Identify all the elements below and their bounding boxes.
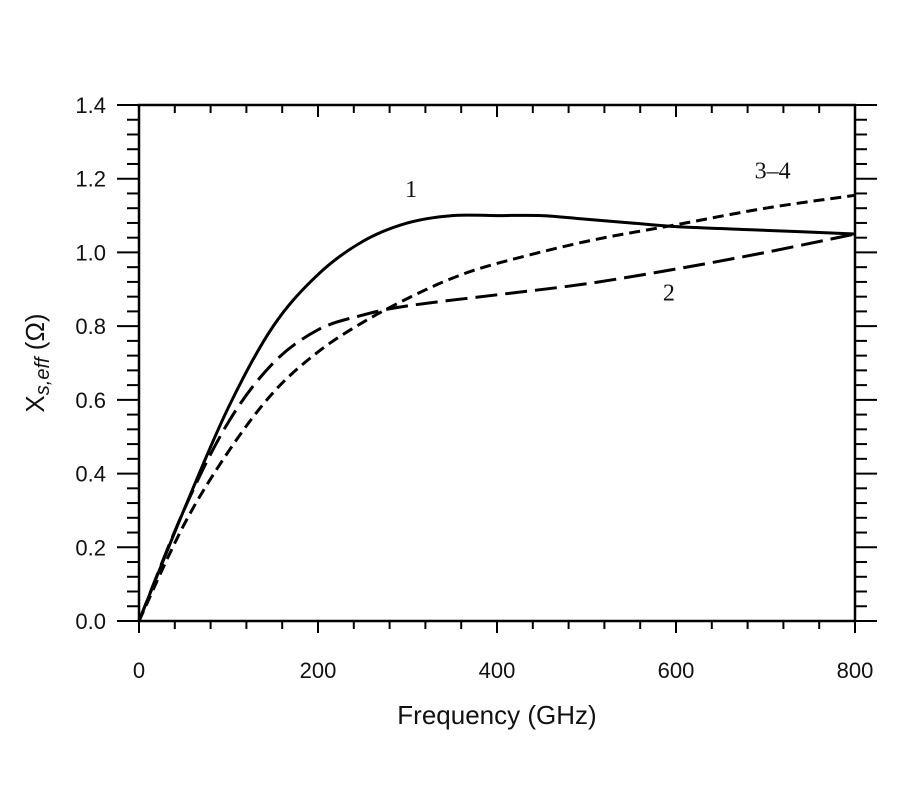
series-group: 1 2 3–4 (137, 159, 856, 622)
y-axis-label: Xs,eff (Ω) (20, 313, 54, 412)
y-tick-label: 1.2 (75, 167, 106, 192)
series-label-2: 2 (663, 280, 675, 306)
y-tick-label: 0.8 (75, 314, 106, 339)
x-axis-label: Frequency (GHz) (397, 700, 596, 730)
x-tick-label: 200 (300, 658, 337, 683)
x-tick-label: 0 (133, 658, 145, 683)
y-tick-label: 0.4 (75, 462, 106, 487)
y-axis-label-sub: s,eff (32, 355, 54, 395)
y-axis-label-main: X (20, 395, 50, 412)
series-label-1: 1 (405, 177, 417, 203)
x-tick-label: 600 (658, 658, 695, 683)
series-line-1 (137, 213, 856, 622)
x-tick-label: 800 (837, 658, 874, 683)
y-tick-label: 1.4 (75, 93, 106, 118)
y-axis-label-unit: (Ω) (20, 313, 50, 357)
y-tick-label: 0.6 (75, 388, 106, 413)
axes (137, 103, 857, 623)
series-line-2 (137, 232, 856, 622)
series-line-3 (137, 193, 856, 622)
x-tick-label: 400 (479, 658, 516, 683)
y-tick-label: 1.0 (75, 240, 106, 265)
y-tick-label: 0.2 (75, 535, 106, 560)
y-tick-label: 0.0 (75, 609, 106, 634)
ticks: 0 200 400 600 800 0.0 0.2 0.4 0.6 0.8 1.0 1.2 1.4 (75, 93, 877, 683)
plot-frame (137, 103, 857, 623)
series-label-3: 3–4 (755, 159, 791, 185)
